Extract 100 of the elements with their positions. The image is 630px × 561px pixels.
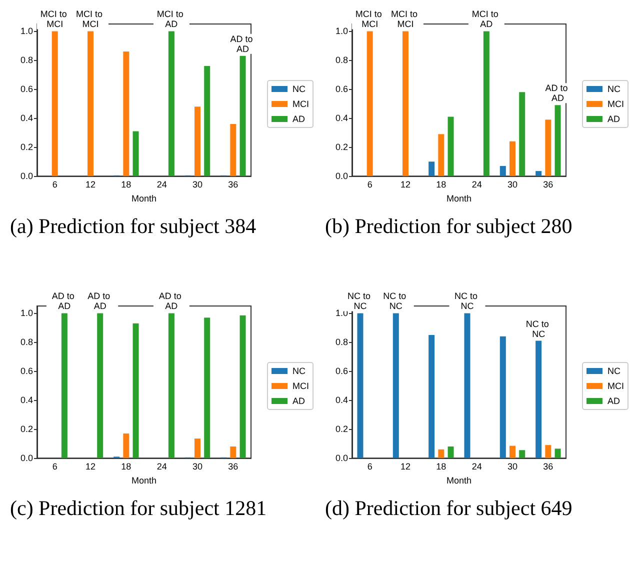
x-tick-label: 30 [507,462,518,472]
bar [500,336,506,458]
x-tick-label: 18 [436,462,446,472]
bar [366,31,373,176]
x-axis-title: Month [131,194,157,204]
bar [168,31,174,176]
bar [194,438,200,458]
x-tick-label: 18 [436,180,446,190]
text: (c) Prediction for subject 1281 [10,496,268,520]
data-label: MCI to AD [156,9,186,30]
y-tick-label: 0.4 [20,113,33,124]
bar [230,446,236,458]
y-tick-label: 0.8 [20,55,33,66]
data-label: NC to NC [347,291,373,312]
bar [438,449,444,458]
data-label: NC to NC [383,291,409,312]
y-tick-label: 0.8 [20,337,33,348]
bar [510,446,516,458]
bar [194,106,200,176]
legend-label: NC [292,366,306,376]
x-tick-label: 6 [52,462,58,472]
data-label: AD to AD [52,291,77,312]
legend-label: MCI [608,381,624,391]
x-tick-label: 30 [192,462,203,472]
y-tick-label: 0.4 [335,113,348,124]
x-tick-label: 12 [85,462,96,472]
data-label: AD to AD [158,291,184,312]
legend-label: AD [292,396,306,406]
bar [132,131,139,176]
y-tick-label: 0.4 [335,395,348,406]
x-tick-label: 36 [228,180,238,190]
data-label: MCI to MCI [355,9,384,30]
x-tick-label: 36 [543,462,554,472]
x-tick-label: 36 [543,180,554,190]
bar [240,56,246,176]
data-label: MCI to AD [472,9,501,30]
y-tick-label: 0.6 [335,366,348,376]
y-tick-label: 1.0 [20,308,33,318]
bar [438,134,444,176]
text: (a) Prediction for subject 384 [10,214,258,238]
x-tick-label: 6 [367,462,372,472]
bar [204,318,210,458]
x-tick-label: 24 [472,462,482,472]
x-tick-label: 36 [228,462,238,472]
bar [448,446,454,458]
bar [52,31,58,176]
y-tick-label: 1.0 [335,26,348,36]
x-tick-label: 12 [400,180,411,190]
bar [204,66,210,176]
x-axis-title: Month [131,476,157,486]
bar [123,52,130,176]
data-label: AD to AD [230,34,256,54]
x-tick-label: 30 [192,180,203,190]
legend-label: NC [608,366,621,376]
text: (d) Prediction for subject 649 [325,496,574,520]
x-axis-title: Month [446,476,472,486]
x-tick-label: 18 [121,462,132,472]
data-label: NC to NC [454,291,480,312]
bar [554,105,561,176]
bar [428,162,435,176]
y-tick-label: 0.2 [335,142,348,152]
y-tick-label: 0.0 [20,453,33,464]
y-tick-label: 0.6 [20,366,33,376]
text: (b) Prediction for subject 280 [325,214,574,238]
bar [123,433,130,458]
legend-label: AD [608,396,621,406]
bar [97,313,104,458]
x-tick-label: 18 [121,180,132,190]
bar [536,171,542,176]
bar [448,116,454,176]
y-tick-label: 0.8 [335,55,348,66]
data-label: AD to AD [88,291,113,312]
data-label: NC to NC [526,318,552,339]
bar [428,334,435,458]
legend-label: MCI [292,381,310,391]
bar [132,323,139,458]
y-tick-label: 0.6 [335,84,348,94]
legend-label: AD [292,114,306,124]
y-tick-label: 1.0 [20,26,33,36]
y-tick-label: 0.0 [335,171,348,182]
bar [402,31,408,176]
bar [168,313,174,458]
legend-label: MCI [608,99,624,109]
x-tick-label: 30 [507,180,518,190]
x-tick-label: 24 [472,180,482,190]
y-tick-label: 0.0 [20,171,33,182]
data-label: MCI to MCI [390,9,420,30]
x-tick-label: 12 [85,180,96,190]
bar [519,92,526,176]
bar [510,141,516,176]
x-tick-label: 6 [52,180,58,190]
bar [545,445,552,458]
y-tick-label: 0.0 [335,453,348,464]
bar [240,315,246,458]
x-tick-label: 6 [367,180,372,190]
y-tick-label: 0.2 [335,424,348,434]
bar [230,124,236,176]
bar [392,313,399,458]
legend-label: MCI [292,99,310,109]
legend-label: NC [608,84,621,94]
